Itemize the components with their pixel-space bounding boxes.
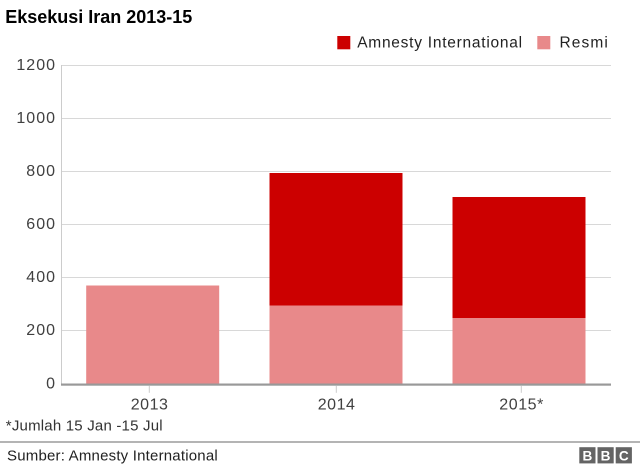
- svg-text:2013: 2013: [131, 396, 169, 413]
- svg-text:200: 200: [26, 322, 56, 339]
- svg-text:0: 0: [46, 375, 56, 392]
- svg-text:Resmi: Resmi: [560, 34, 609, 51]
- svg-text:B: B: [601, 449, 611, 464]
- svg-text:C: C: [619, 449, 629, 464]
- svg-text:1000: 1000: [16, 110, 56, 127]
- svg-text:2015*: 2015*: [499, 396, 544, 413]
- svg-text:*Jumlah 15 Jan -15 Jul: *Jumlah 15 Jan -15 Jul: [6, 417, 163, 434]
- svg-text:600: 600: [26, 216, 56, 233]
- svg-text:400: 400: [26, 269, 56, 286]
- svg-text:Eksekusi Iran 2013-15: Eksekusi Iran 2013-15: [5, 7, 192, 27]
- svg-text:2014: 2014: [318, 396, 356, 413]
- svg-text:Amnesty International: Amnesty International: [357, 34, 523, 51]
- svg-text:1200: 1200: [16, 57, 56, 74]
- svg-text:B: B: [582, 449, 592, 464]
- svg-text:Sumber: Amnesty International: Sumber: Amnesty International: [7, 447, 218, 464]
- svg-text:800: 800: [26, 163, 56, 180]
